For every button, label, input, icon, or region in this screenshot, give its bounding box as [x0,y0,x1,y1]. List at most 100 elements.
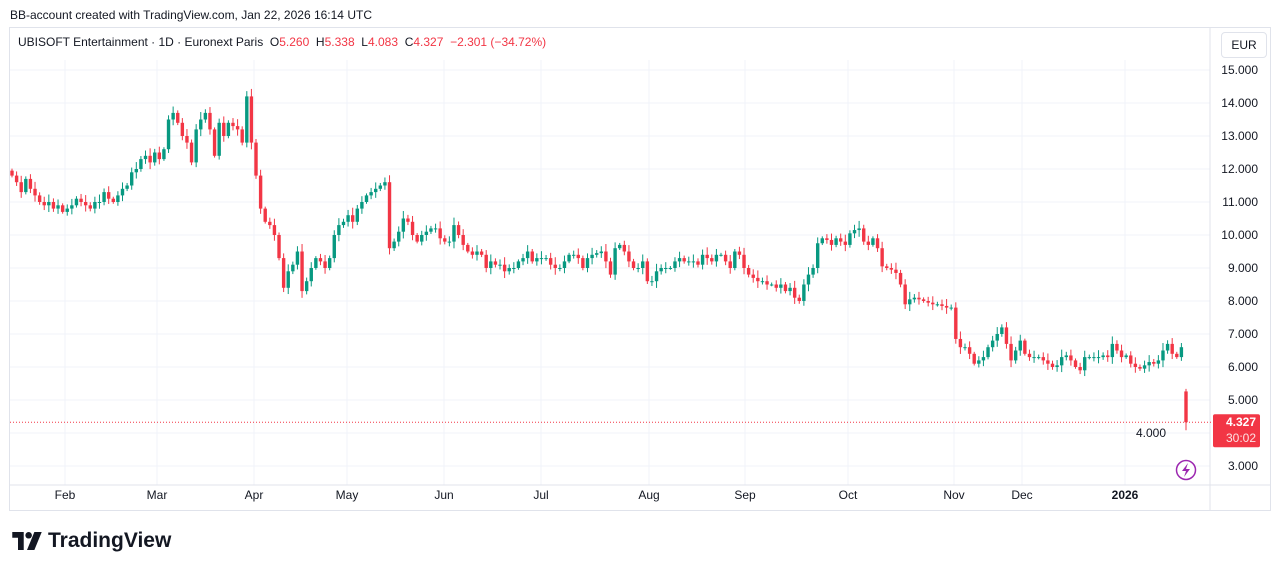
candle-down [774,284,778,288]
candle-up [571,254,576,256]
candle-up [521,258,525,262]
candle-up [590,254,594,259]
candle-down [926,301,930,303]
candle-up [599,251,604,254]
candle-up [392,241,396,249]
candle-down [258,175,263,209]
candle-up [1124,355,1128,358]
time-tick-label: Dec [1011,488,1032,502]
candle-up [1055,365,1059,367]
candle-down [1175,353,1179,358]
candle-down [461,235,465,245]
tradingview-logo[interactable]: TradingView [12,529,171,553]
candle-down [318,258,323,262]
candle-down [696,261,700,265]
candle-down [281,258,286,288]
candle-up [848,233,852,245]
candle-down [60,205,65,212]
candle-down [765,281,769,285]
candle-down [889,268,894,270]
candle-down [862,228,866,242]
candle-down [106,192,111,199]
candle-down [746,268,751,275]
candle-up [134,169,139,173]
candle-up [613,248,617,275]
candle-down [972,353,976,364]
candle-down [231,122,235,127]
candle-up [700,254,705,265]
candle-down [705,254,709,259]
candle-up [199,119,203,130]
candle-down [42,202,46,206]
candle-down [1119,350,1124,358]
candle-up [788,287,792,292]
candle-up [401,218,406,232]
candle-up [760,281,765,283]
candle-down [631,261,636,268]
grid [10,60,1210,485]
candle-down [263,208,267,222]
candle-up [990,340,995,348]
candle-down [576,254,580,259]
candle-up [327,258,332,268]
time-tick-label: Aug [638,488,659,502]
candle-up [397,231,401,242]
candle-up [153,152,157,163]
candle-up [815,243,820,268]
candle-down [608,261,613,275]
candle-down [843,241,848,245]
candle-up [567,254,571,262]
candle-down [792,287,797,298]
candle-down [33,188,37,196]
candle-up [981,357,986,361]
candle-up [245,96,249,143]
candle-up [166,119,171,150]
candle-up [1036,357,1041,359]
currency-button[interactable]: EUR [1221,32,1267,58]
candle-down [622,244,627,252]
candle-up [650,281,654,283]
candle-down [581,258,585,268]
candle-down [493,261,498,265]
candle-up [1032,357,1036,359]
candle-up [1110,343,1115,358]
candle-down [470,251,475,255]
candle-down [954,307,958,339]
price-tick-label: 3.000 [1228,459,1258,473]
candle-up [544,258,548,260]
candle-down [28,178,33,189]
candle-up [1161,350,1165,361]
candle-down [410,221,415,235]
candle-down [88,205,92,209]
candle-up [314,258,318,268]
candle-up [659,268,663,272]
candle-up [507,268,511,272]
candle-up [1101,355,1105,358]
candle-down [958,338,963,348]
candle-down [180,122,185,136]
candle-down [415,235,419,242]
candle-up [70,205,74,209]
candle-up [125,185,129,189]
candle-up [691,261,696,263]
candle-down [443,238,447,242]
candle-up [802,284,806,301]
candle-up [97,202,102,203]
candle-down [406,218,410,222]
candle-up [452,225,456,242]
close-value: 4.327 [413,35,444,49]
candle-up [337,225,341,235]
candle-down [645,261,650,282]
candle-down [1023,340,1027,354]
candle-up [995,334,999,341]
candle-up [286,271,290,288]
candle-up [24,178,28,193]
candle-up [1165,343,1170,351]
candle-down [1184,391,1188,423]
close-label: C [404,35,414,49]
candle-up [1087,357,1092,359]
candle-up [516,261,521,268]
candle-down [268,221,272,226]
lightning-icon[interactable] [1175,459,1197,481]
